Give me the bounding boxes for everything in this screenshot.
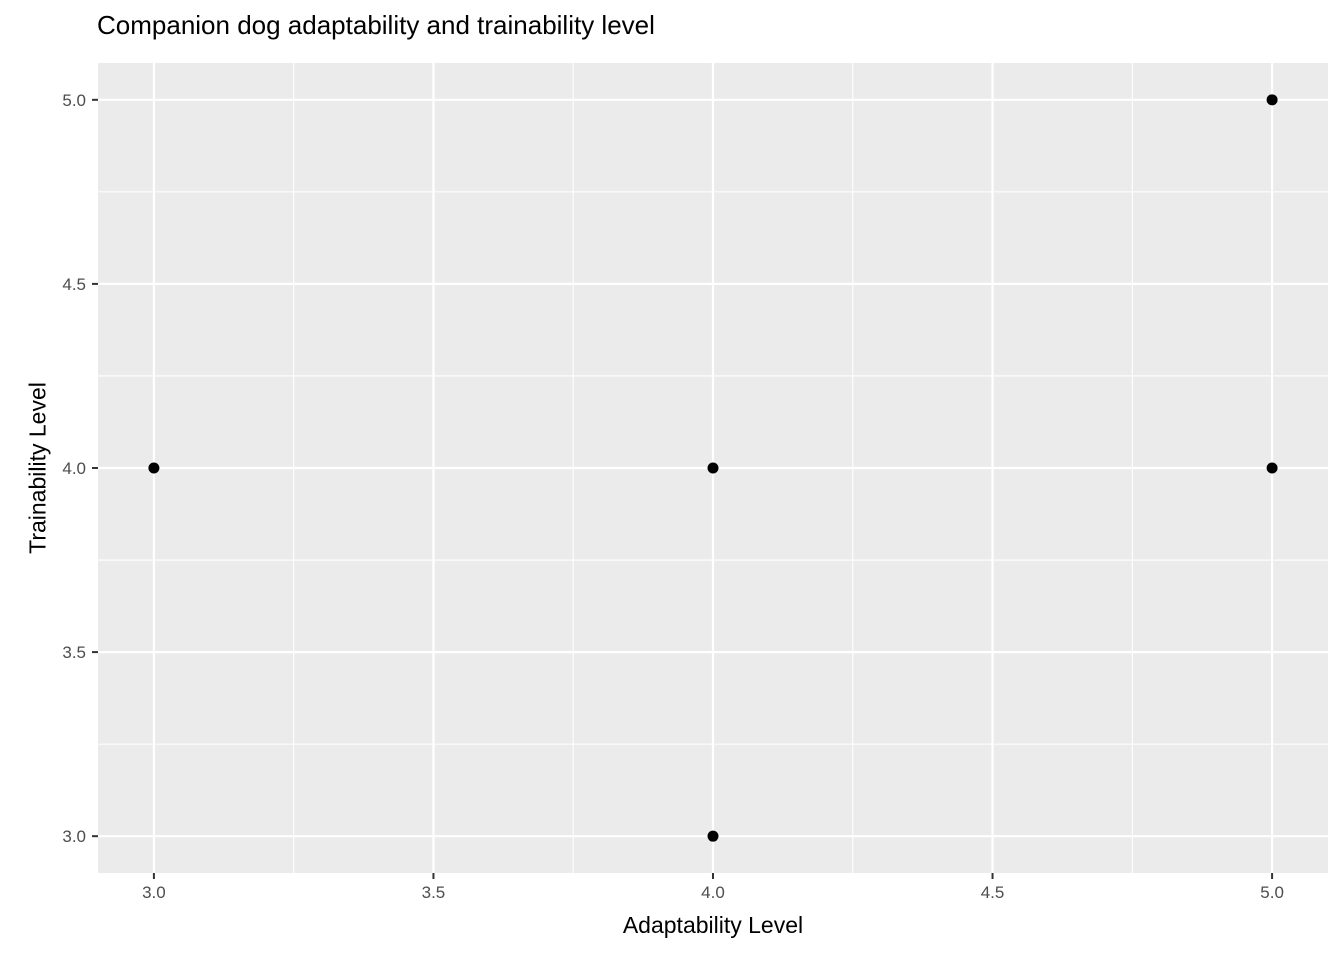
data-point	[1266, 94, 1278, 106]
chart-title: Companion dog adaptability and trainabil…	[97, 10, 655, 40]
y-tick-label: 3.0	[62, 827, 86, 846]
y-tick-label: 4.5	[62, 275, 86, 294]
data-point	[148, 462, 160, 474]
x-tick-label: 3.5	[422, 883, 446, 902]
data-point	[1266, 462, 1278, 474]
x-axis: 3.0 3.5 4.0 4.5 5.0	[142, 873, 1284, 902]
x-tick-label: 4.5	[981, 883, 1005, 902]
y-tick-label: 3.5	[62, 643, 86, 662]
x-tick-label: 3.0	[142, 883, 166, 902]
x-tick-label: 4.0	[701, 883, 725, 902]
data-points	[148, 94, 1278, 842]
x-tick-label: 5.0	[1260, 883, 1284, 902]
x-axis-label: Adaptability Level	[622, 912, 804, 938]
data-point	[707, 830, 719, 842]
data-point	[707, 462, 719, 474]
y-axis-label: Trainability Level	[24, 382, 51, 554]
y-tick-label: 4.0	[62, 459, 86, 478]
y-tick-label: 5.0	[62, 91, 86, 110]
y-axis: 3.0 3.5 4.0 4.5 5.0	[62, 91, 98, 846]
